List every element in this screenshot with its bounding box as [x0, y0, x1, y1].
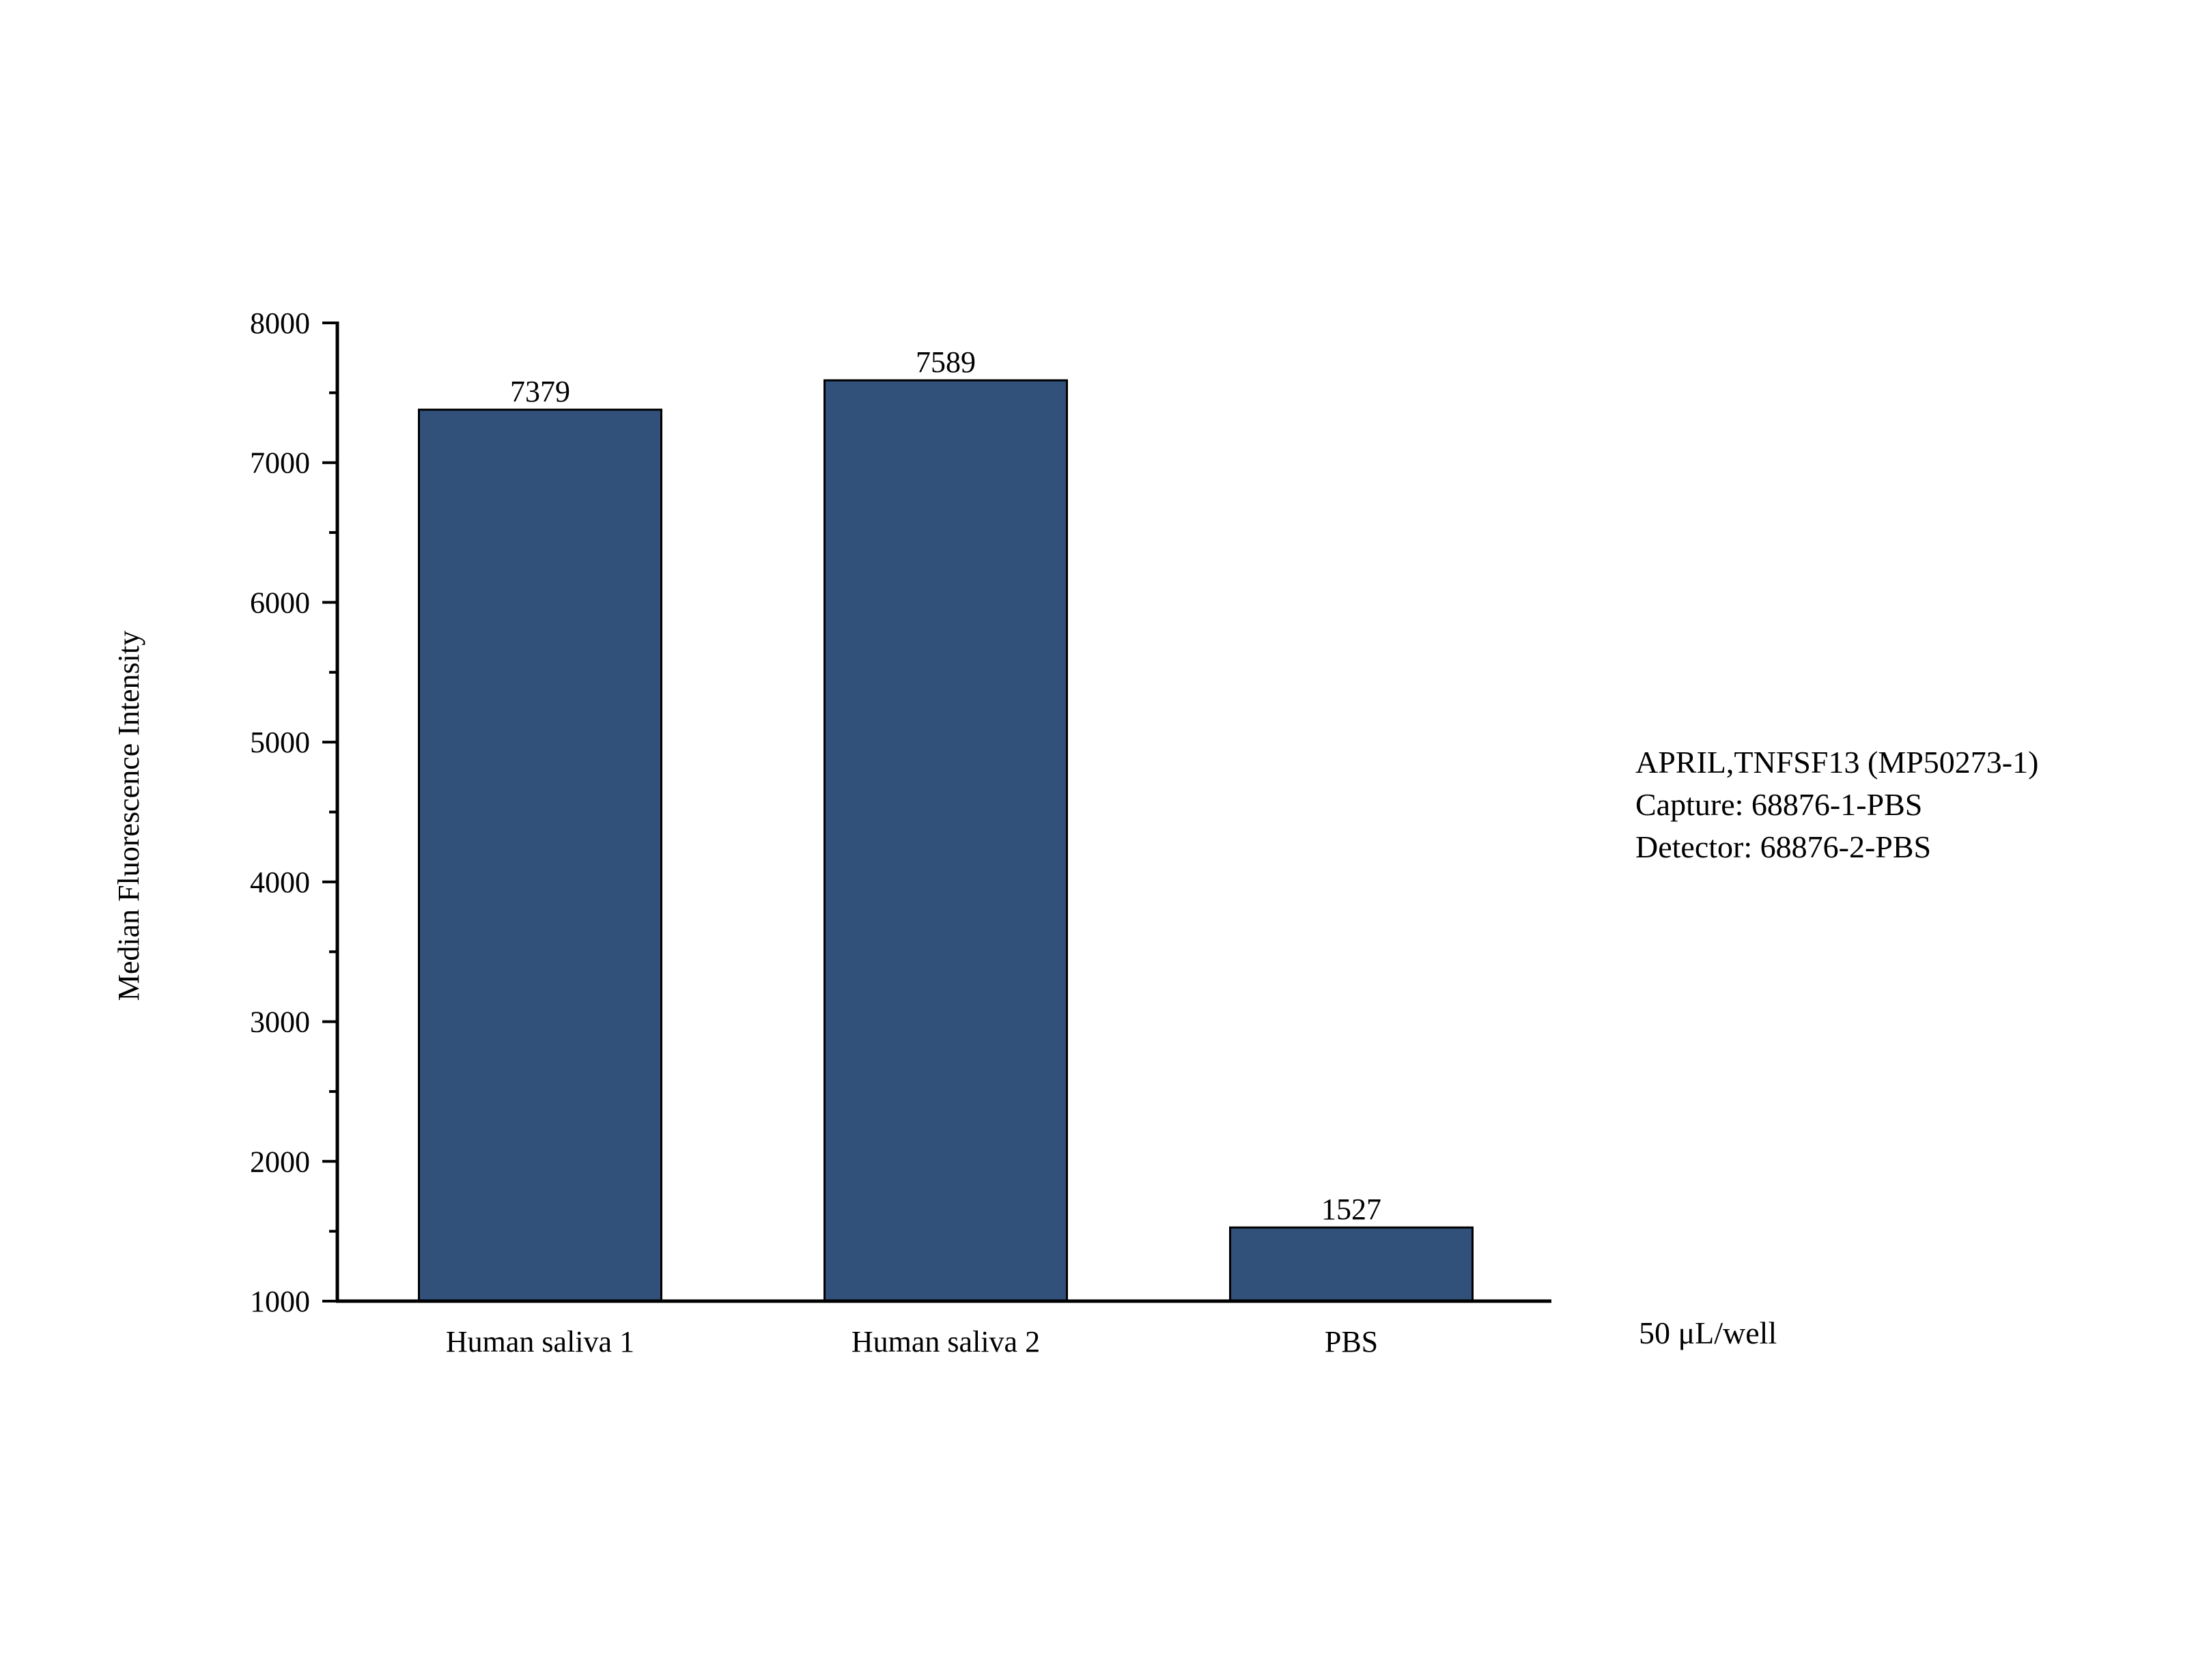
bar-value-label: 7589 [916, 345, 976, 379]
annotation-detector: Detector: 68876-2-PBS [1635, 829, 1931, 864]
annotation-capture: Capture: 68876-1-PBS [1635, 787, 1922, 822]
bar [418, 408, 662, 1302]
bar [824, 379, 1068, 1302]
y-tick-label: 3000 [250, 1006, 310, 1039]
y-tick-label: 5000 [250, 726, 310, 759]
bar-value-label: 1527 [1321, 1193, 1381, 1226]
annotation-volume: 50 μL/well [1639, 1315, 1777, 1350]
y-tick-label: 6000 [250, 586, 310, 619]
x-category-label: Human saliva 1 [446, 1325, 634, 1358]
annotation-antigen: APRIL,TNFSF13 (MP50273-1) [1635, 745, 2038, 780]
bars-group [418, 379, 1474, 1302]
y-axis-title: Median Fluorescence Intensity [112, 631, 145, 1001]
bar [1229, 1226, 1474, 1302]
y-tick-label: 1000 [250, 1285, 310, 1318]
x-category-label: PBS [1325, 1325, 1378, 1358]
y-tick-label: 8000 [250, 307, 310, 340]
x-tick-labels-group: Human saliva 1 Human saliva 2 PBS [446, 1325, 1378, 1358]
y-tick-label: 7000 [250, 446, 310, 480]
y-tick-label: 2000 [250, 1145, 310, 1178]
plot-area: 7379 7589 1527 1000 2000 3000 4000 5000 6000 700… [250, 307, 1551, 1358]
x-category-label: Human saliva 2 [851, 1325, 1040, 1358]
data-labels-group: 7379 7589 1527 [510, 345, 1381, 1226]
y-tick-label: 4000 [250, 866, 310, 899]
y-ticks-group: 1000 2000 3000 4000 5000 6000 7000 8000 [250, 307, 337, 1318]
legend-annotation: APRIL,TNFSF13 (MP50273-1) Capture: 68876… [1635, 745, 2038, 864]
bar-value-label: 7379 [510, 375, 570, 408]
